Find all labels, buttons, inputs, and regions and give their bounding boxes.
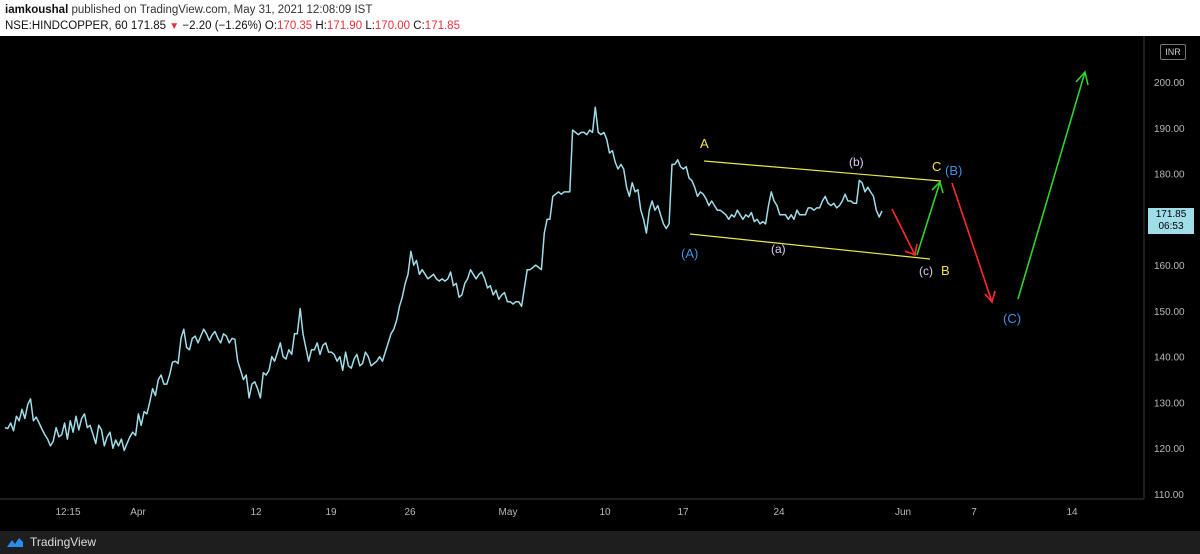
close-label: C: — [413, 20, 425, 32]
last-price-tag: 171.85 06:53 — [1148, 208, 1194, 234]
open-value: 170.35 — [277, 20, 313, 32]
wave-label-A: A — [700, 136, 709, 151]
price-tag-value: 171.85 — [1155, 209, 1187, 220]
arrow-down-to-c — [891, 208, 918, 257]
y-tick-label: 200.00 — [1154, 78, 1185, 89]
wave-label-paren-A: (A) — [681, 246, 698, 261]
symbol-name: NSE:HINDCOPPER, 60 — [5, 20, 128, 32]
x-tick-label: 24 — [773, 507, 785, 518]
currency-badge[interactable]: INR — [1160, 44, 1186, 60]
last-price: 171.85 — [130, 20, 167, 32]
x-tick-label: May — [499, 507, 518, 518]
wave-label-paren-C: (C) — [1003, 311, 1021, 326]
down-arrow-icon: ▼ — [169, 21, 180, 32]
y-tick-label: 150.00 — [1154, 307, 1185, 318]
brand-name: TradingView — [30, 535, 97, 549]
publish-date: published on TradingView.com, May 31, 20… — [71, 4, 373, 16]
price-tag-timer: 06:53 — [1158, 221, 1184, 232]
wave-label-b: (b) — [849, 155, 864, 169]
wave-label-a: (a) — [771, 242, 786, 256]
price-series-line — [4, 106, 883, 452]
x-tick-label: 12:15 — [55, 507, 80, 518]
price-change: −2.20 (−1.26%) — [182, 20, 262, 32]
x-tick-label: 7 — [971, 507, 977, 518]
channel-lower-line — [689, 233, 931, 260]
close-value: 171.85 — [424, 20, 460, 32]
arrow-down-to-wave-c — [951, 182, 996, 304]
channel-upper-line — [703, 160, 942, 182]
open-label: O: — [264, 20, 278, 32]
y-tick-label: 180.00 — [1154, 170, 1185, 181]
x-tick-label: 14 — [1066, 507, 1078, 518]
author-name[interactable]: iamkoushal — [5, 4, 69, 16]
tradingview-logo-icon — [7, 538, 23, 547]
low-value: 170.00 — [374, 20, 411, 32]
high-value: 171.90 — [326, 20, 363, 32]
price-chart[interactable]: 110.00120.00130.00140.00150.00160.00170.… — [0, 36, 1200, 531]
time-axis: 12:15 Apr 12 19 26 May 10 17 24 Jun 7 14 — [55, 507, 1078, 518]
symbol-info: NSE:HINDCOPPER, 60 171.85 ▼ −2.20 (−1.26… — [5, 20, 460, 32]
high-label: H: — [315, 20, 327, 32]
wave-label-C: C — [932, 159, 941, 174]
publish-info: iamkoushal published on TradingView.com,… — [5, 4, 372, 16]
x-tick-label: Jun — [895, 507, 911, 518]
tradingview-brand[interactable]: TradingView — [6, 535, 96, 549]
y-tick-label: 190.00 — [1154, 124, 1185, 135]
chart-header: iamkoushal published on TradingView.com,… — [0, 0, 1200, 36]
y-tick-label: 130.00 — [1154, 398, 1185, 409]
chart-area[interactable]: 110.00120.00130.00140.00150.00160.00170.… — [0, 36, 1200, 531]
footer-bar: TradingView — [0, 531, 1200, 554]
x-tick-label: Apr — [130, 507, 146, 518]
y-tick-label: 110.00 — [1154, 490, 1184, 501]
wave-label-c: (c) — [919, 264, 933, 278]
y-tick-label: 160.00 — [1154, 261, 1185, 272]
wave-label-B: B — [941, 263, 950, 278]
x-tick-label: 12 — [250, 507, 262, 518]
y-tick-label: 140.00 — [1154, 353, 1185, 364]
x-tick-label: 10 — [599, 507, 611, 518]
x-tick-label: 17 — [677, 507, 689, 518]
low-label: L: — [365, 20, 375, 32]
y-tick-label: 120.00 — [1154, 444, 1185, 455]
x-tick-label: 26 — [404, 507, 416, 518]
price-axis: 110.00120.00130.00140.00150.00160.00170.… — [1154, 78, 1185, 501]
wave-label-paren-B: (B) — [945, 163, 962, 178]
arrow-up-target — [1017, 70, 1089, 300]
x-tick-label: 19 — [325, 507, 337, 518]
arrow-up-to-c — [916, 180, 944, 256]
